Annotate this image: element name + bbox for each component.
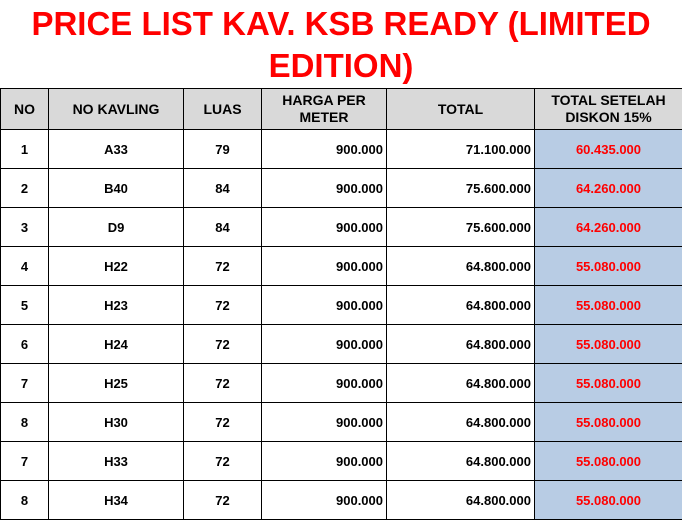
cell-no: 2	[0, 168, 49, 208]
cell-luas: 72	[183, 402, 262, 442]
cell-harga: 900.000	[261, 402, 387, 442]
cell-luas: 72	[183, 363, 262, 403]
cell-kavling: A33	[48, 129, 184, 169]
cell-no: 8	[0, 402, 49, 442]
table-row: 8 H34 72 900.000 64.800.000 55.080.000	[0, 480, 682, 520]
cell-total-diskon: 64.260.000	[534, 168, 682, 208]
table-row: 5 H23 72 900.000 64.800.000 55.080.000	[0, 285, 682, 325]
cell-harga: 900.000	[261, 324, 387, 364]
cell-no: 3	[0, 207, 49, 247]
cell-total-diskon: 55.080.000	[534, 480, 682, 520]
cell-luas: 72	[183, 285, 262, 325]
header-harga-per-meter: HARGA PER METER	[261, 88, 387, 130]
header-no-kavling: NO KAVLING	[48, 88, 184, 130]
cell-luas: 72	[183, 324, 262, 364]
cell-total: 64.800.000	[386, 324, 535, 364]
cell-no: 4	[0, 246, 49, 286]
cell-harga: 900.000	[261, 441, 387, 481]
cell-kavling: D9	[48, 207, 184, 247]
cell-no: 8	[0, 480, 49, 520]
cell-total-diskon: 60.435.000	[534, 129, 682, 169]
cell-total: 64.800.000	[386, 285, 535, 325]
cell-harga: 900.000	[261, 168, 387, 208]
table-row: 7 H33 72 900.000 64.800.000 55.080.000	[0, 441, 682, 481]
header-total: TOTAL	[386, 88, 535, 130]
cell-total-diskon: 55.080.000	[534, 324, 682, 364]
cell-luas: 84	[183, 168, 262, 208]
cell-total-diskon: 55.080.000	[534, 246, 682, 286]
page-title: PRICE LIST KAV. KSB READY (LIMITED EDITI…	[31, 5, 651, 84]
cell-total-diskon: 64.260.000	[534, 207, 682, 247]
cell-kavling: H22	[48, 246, 184, 286]
header-row: NO NO KAVLING LUAS HARGA PER METER TOTAL TOTA…	[0, 88, 682, 130]
cell-total: 64.800.000	[386, 441, 535, 481]
cell-kavling: H30	[48, 402, 184, 442]
cell-total: 64.800.000	[386, 402, 535, 442]
cell-harga: 900.000	[261, 246, 387, 286]
cell-no: 5	[0, 285, 49, 325]
cell-kavling: H34	[48, 480, 184, 520]
price-table: NO NO KAVLING LUAS HARGA PER METER TOTAL TOTA…	[0, 88, 682, 520]
cell-total: 64.800.000	[386, 480, 535, 520]
cell-harga: 900.000	[261, 285, 387, 325]
cell-kavling: B40	[48, 168, 184, 208]
cell-luas: 72	[183, 246, 262, 286]
cell-harga: 900.000	[261, 363, 387, 403]
cell-total: 64.800.000	[386, 246, 535, 286]
cell-no: 7	[0, 441, 49, 481]
cell-total: 75.600.000	[386, 168, 535, 208]
header-no: NO	[0, 88, 49, 130]
cell-no: 7	[0, 363, 49, 403]
table-row: 1 A33 79 900.000 71.100.000 60.435.000	[0, 129, 682, 169]
cell-luas: 72	[183, 480, 262, 520]
cell-total: 75.600.000	[386, 207, 535, 247]
cell-luas: 84	[183, 207, 262, 247]
cell-total-diskon: 55.080.000	[534, 402, 682, 442]
cell-total-diskon: 55.080.000	[534, 285, 682, 325]
header-total-diskon: TOTAL SETELAH DISKON 15%	[534, 88, 682, 130]
cell-no: 6	[0, 324, 49, 364]
cell-total: 64.800.000	[386, 363, 535, 403]
cell-total-diskon: 55.080.000	[534, 363, 682, 403]
cell-luas: 72	[183, 441, 262, 481]
table-row: 2 B40 84 900.000 75.600.000 64.260.000	[0, 168, 682, 208]
cell-luas: 79	[183, 129, 262, 169]
cell-harga: 900.000	[261, 207, 387, 247]
cell-no: 1	[0, 129, 49, 169]
cell-kavling: H24	[48, 324, 184, 364]
cell-kavling: H23	[48, 285, 184, 325]
table-row: 3 D9 84 900.000 75.600.000 64.260.000	[0, 207, 682, 247]
table-row: 8 H30 72 900.000 64.800.000 55.080.000	[0, 402, 682, 442]
header-luas: LUAS	[183, 88, 262, 130]
cell-harga: 900.000	[261, 480, 387, 520]
table-row: 4 H22 72 900.000 64.800.000 55.080.000	[0, 246, 682, 286]
cell-total-diskon: 55.080.000	[534, 441, 682, 481]
table-row: 7 H25 72 900.000 64.800.000 55.080.000	[0, 363, 682, 403]
cell-kavling: H25	[48, 363, 184, 403]
cell-harga: 900.000	[261, 129, 387, 169]
cell-kavling: H33	[48, 441, 184, 481]
table-row: 6 H24 72 900.000 64.800.000 55.080.000	[0, 324, 682, 364]
cell-total: 71.100.000	[386, 129, 535, 169]
